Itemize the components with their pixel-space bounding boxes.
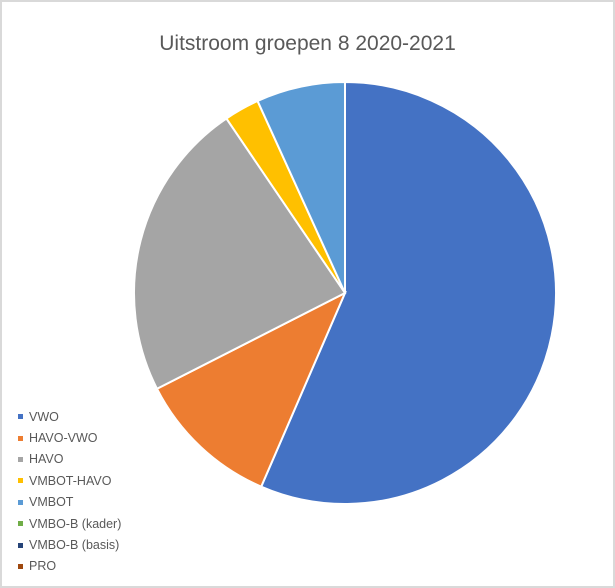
legend-swatch	[18, 542, 23, 548]
legend-item: VMBOT-HAVO	[18, 470, 121, 491]
legend-item: VMBOT	[18, 492, 121, 513]
pie-slice-havo-vwo	[155, 290, 348, 488]
legend-label: VMBO-B (kader)	[29, 516, 122, 531]
legend-swatch	[18, 521, 23, 527]
pie-slice-havo	[133, 117, 347, 391]
legend-item: PRO	[18, 556, 121, 577]
chart-title: Uitstroom groepen 8 2020-2021	[159, 32, 456, 55]
legend-swatch	[18, 563, 23, 569]
legend: VWO HAVO-VWO HAVO VMBOT-HAVO VMBOT VMBO-B (ka…	[18, 406, 121, 577]
legend-label: VWO	[29, 409, 59, 424]
legend-swatch	[18, 499, 23, 505]
legend-item: VWO	[18, 406, 121, 427]
legend-swatch	[18, 478, 23, 484]
legend-label: PRO	[29, 559, 57, 574]
legend-swatch	[18, 414, 23, 420]
legend-item: VMBO-B (kader)	[18, 513, 121, 534]
pie-slice-vmbot	[256, 80, 346, 294]
legend-item: HAVO	[18, 449, 121, 470]
legend-item: VMBO-B (basis)	[18, 534, 121, 555]
legend-swatch	[18, 435, 23, 441]
legend-swatch	[18, 456, 23, 462]
legend-label: VMBO-B (basis)	[29, 538, 120, 553]
legend-label: HAVO-VWO	[29, 431, 98, 446]
legend-label: VMBOT	[29, 495, 74, 510]
legend-label: VMBOT-HAVO	[29, 473, 112, 488]
legend-item: HAVO-VWO	[18, 427, 121, 448]
legend-label: HAVO	[29, 452, 64, 467]
pie-slice-vwo	[259, 80, 557, 505]
